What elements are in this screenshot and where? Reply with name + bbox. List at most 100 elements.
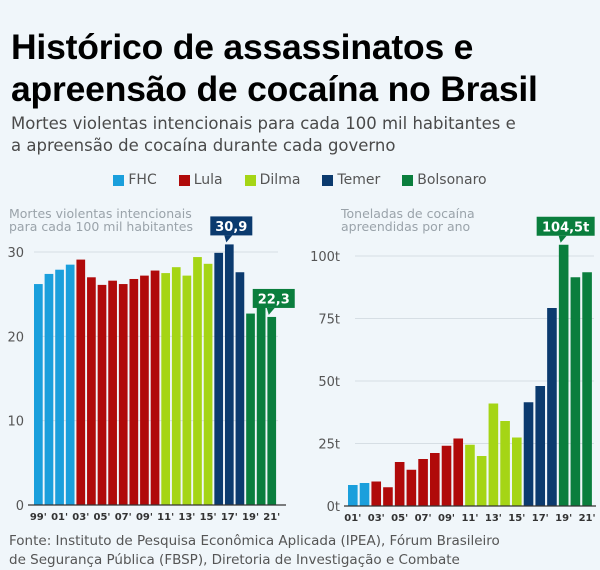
legend: FHC Lula Dilma Temer Bolsonaro: [0, 172, 600, 188]
y-tick-label: 10: [7, 415, 24, 430]
bar-08: [430, 453, 440, 506]
bar-17: [535, 386, 546, 506]
footer-line-2: de Segurança Pública (FBSP), Diretoria d…: [9, 552, 460, 568]
x-tick-label: 99': [30, 512, 47, 523]
callout-pointer: [266, 307, 275, 315]
bar-00: [44, 273, 54, 505]
bar-13: [182, 275, 192, 505]
x-tick-label: 21': [579, 513, 596, 524]
bar-12: [476, 456, 487, 506]
x-tick-label: 07': [415, 513, 432, 524]
y-tick-label: 50t: [318, 375, 340, 390]
x-tick-label: 17': [532, 513, 549, 524]
bar-04: [383, 487, 393, 506]
x-tick-label: 15': [200, 512, 217, 523]
callout-label: 104,5t: [542, 220, 589, 235]
x-tick-label: 19': [555, 513, 572, 524]
bar-06: [108, 280, 117, 505]
legend-item-lula: Lula: [178, 172, 223, 188]
legend-swatch: [244, 174, 256, 186]
callout-label: 22,3: [258, 292, 290, 307]
x-tick-label: 13': [485, 513, 502, 524]
y-tick-label: 75t: [318, 313, 340, 328]
callout-box: [536, 216, 595, 236]
callout-label: 30,9: [215, 220, 247, 235]
bar-06: [406, 469, 417, 506]
bar-14: [193, 257, 202, 505]
x-tick-label: 09': [438, 513, 455, 524]
subtitle-line-1: Mortes violentas intencionais para cada …: [11, 114, 516, 133]
bar-16: [214, 252, 224, 505]
legend-item-dilma: Dilma: [244, 172, 301, 188]
chart-title: Histórico de assassinatos e apreensão de…: [11, 26, 538, 110]
bar-05: [394, 462, 405, 506]
title-line-2: apreensão de cocaína no Brasil: [11, 69, 538, 109]
legend-label: Temer: [337, 172, 381, 188]
bar-18: [235, 272, 245, 505]
y-axis-title: apreendidas por ano: [341, 219, 470, 234]
bar-09: [441, 445, 452, 506]
x-tick-label: 05': [391, 513, 408, 524]
x-tick-label: 01': [51, 512, 68, 523]
bar-20: [570, 277, 581, 506]
bar-99: [34, 284, 43, 505]
bar-19: [246, 313, 255, 505]
bar-14: [500, 421, 510, 506]
callout-pointer: [224, 235, 233, 243]
bar-07: [118, 284, 128, 505]
y-tick-label: 25t: [318, 438, 340, 453]
bar-15: [203, 263, 213, 505]
x-tick-label: 05': [94, 512, 111, 523]
legend-item-bolsonaro: Bolsonaro: [402, 172, 487, 188]
legend-label: Dilma: [259, 172, 301, 188]
legend-item-temer: Temer: [322, 172, 380, 188]
y-tick-label: 100t: [310, 250, 340, 265]
bar-04: [87, 277, 96, 505]
legend-swatch: [178, 174, 190, 186]
y-tick-label: 0: [16, 499, 24, 514]
bar-09: [140, 275, 149, 505]
bar-21: [267, 316, 277, 505]
bar-12: [171, 267, 181, 505]
bar-02: [65, 264, 75, 505]
x-tick-label: 01': [344, 513, 361, 524]
x-tick-label: 15': [508, 513, 525, 524]
legend-label: FHC: [128, 172, 157, 188]
bar-11: [465, 444, 475, 506]
x-tick-label: 07': [115, 512, 132, 523]
chart-subtitle: Mortes violentas intencionais para cada …: [11, 113, 516, 157]
x-tick-label: 19': [242, 512, 259, 523]
subtitle-line-2: a apreensão de cocaína durante cada gove…: [11, 136, 396, 155]
callout-box: [210, 216, 253, 236]
callout-box: [252, 288, 295, 308]
bar-18: [547, 308, 557, 506]
bar-08: [129, 278, 139, 505]
bar-01: [348, 485, 358, 506]
legend-label: Lula: [193, 172, 223, 188]
source-footer: Fonte: Instituto de Pesquisa Econômica A…: [9, 532, 599, 570]
bar-21: [582, 272, 592, 506]
callout-pointer: [558, 235, 567, 243]
x-tick-label: 13': [178, 512, 195, 523]
x-tick-label: 03': [72, 512, 89, 523]
bar-20: [256, 304, 266, 505]
y-axis-title: para cada 100 mil habitantes: [9, 219, 193, 234]
bar-11: [161, 273, 171, 505]
title-line-1: Histórico de assassinatos e: [11, 27, 474, 67]
x-tick-label: 21': [263, 512, 280, 523]
bar-02: [359, 483, 370, 506]
bar-03: [76, 259, 86, 505]
y-axis-title: Toneladas de cocaína: [340, 206, 475, 221]
bar-10: [453, 438, 464, 506]
bar-19: [558, 244, 569, 506]
legend-swatch: [322, 174, 334, 186]
y-tick-label: 0t: [327, 500, 340, 515]
bar-01: [55, 269, 64, 505]
legend-swatch: [113, 174, 125, 186]
footer-line-1: Fonte: Instituto de Pesquisa Econômica A…: [9, 533, 500, 549]
x-tick-label: 17': [221, 512, 238, 523]
legend-swatch: [402, 174, 414, 186]
bar-03: [371, 481, 382, 506]
legend-label: Bolsonaro: [417, 172, 487, 188]
